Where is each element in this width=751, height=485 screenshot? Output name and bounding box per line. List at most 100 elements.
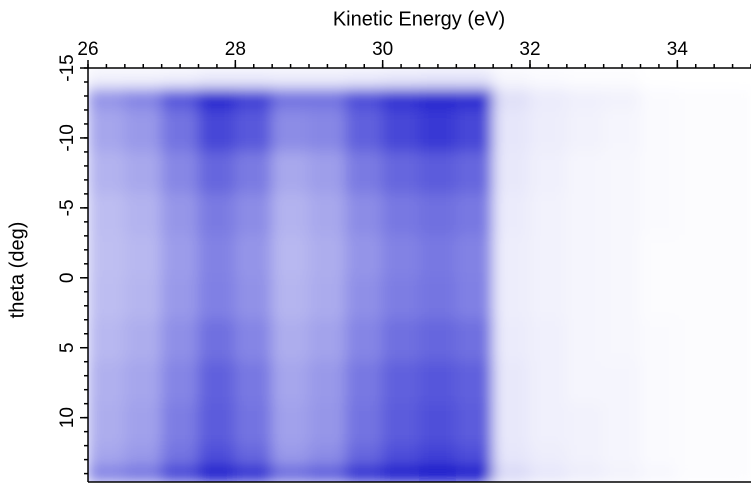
heat-cell [198, 68, 236, 90]
heat-cell [271, 68, 310, 90]
heat-cell [676, 403, 715, 447]
heat-cell [382, 466, 420, 482]
heat-cell [308, 235, 347, 279]
heat-cell [88, 277, 126, 321]
heat-cell [88, 319, 126, 363]
heat-cell [308, 445, 347, 468]
heat-cell [198, 151, 236, 195]
heat-cell [161, 361, 199, 405]
heat-cell [676, 466, 715, 482]
heat-cell [676, 361, 715, 405]
heat-cell [88, 466, 126, 482]
heat-cell [271, 88, 310, 111]
heat-cell [124, 445, 163, 468]
heat-cell [88, 151, 126, 195]
heat-cell [492, 277, 531, 321]
heat-cell [529, 403, 568, 447]
heat-cell [566, 193, 605, 237]
heat-cell [382, 193, 420, 237]
heat-cell [529, 235, 568, 279]
heat-cell [198, 403, 236, 447]
heat-cell [676, 88, 715, 111]
heat-cell [88, 445, 126, 468]
heat-cell [640, 193, 678, 237]
heat-cell [529, 151, 568, 195]
axes [80, 60, 751, 483]
heat-cell [161, 88, 199, 111]
heat-cell [566, 319, 605, 363]
heat-cell [640, 445, 678, 468]
heat-cell [529, 277, 568, 321]
heat-cell [492, 319, 531, 363]
heat-cell [492, 361, 531, 405]
heat-cell [603, 151, 641, 195]
heat-cell [713, 403, 751, 447]
heat-cell [161, 109, 199, 153]
heat-cell [382, 151, 420, 195]
heat-cell [676, 68, 715, 90]
heat-cell [308, 319, 347, 363]
heat-cell [455, 88, 494, 111]
heat-cell [271, 235, 310, 279]
heat-cell [640, 361, 678, 405]
heat-cell [603, 68, 641, 90]
heat-cell [161, 235, 199, 279]
heat-cell [455, 361, 494, 405]
heat-cell [308, 109, 347, 153]
heat-cell [713, 319, 751, 363]
heat-cell [161, 193, 199, 237]
heat-cell [529, 68, 568, 90]
heat-cell [308, 193, 347, 237]
heat-cell [271, 445, 310, 468]
heat-cell [345, 151, 384, 195]
heat-cell [345, 445, 384, 468]
heat-cell [161, 68, 199, 90]
heat-cell [198, 445, 236, 468]
heat-cell [88, 235, 126, 279]
heat-cell [713, 277, 751, 321]
x-tick-label: 26 [77, 39, 98, 60]
heat-cell [382, 235, 420, 279]
heat-cell [419, 319, 457, 363]
heat-cell [419, 466, 457, 482]
heat-cell [234, 88, 273, 111]
heat-cell [271, 319, 310, 363]
heat-cell [566, 151, 605, 195]
heat-cell [345, 88, 384, 111]
heat-cell [234, 151, 273, 195]
heat-cell [603, 277, 641, 321]
heat-cell [198, 235, 236, 279]
heat-cell [345, 193, 384, 237]
heat-cell [419, 193, 457, 237]
heat-cell [345, 361, 384, 405]
heat-cell [640, 466, 678, 482]
heat-cell [419, 151, 457, 195]
heat-cell [308, 68, 347, 90]
heat-cell [161, 445, 199, 468]
heat-cell [640, 403, 678, 447]
heat-cell [382, 109, 420, 153]
heat-cell [713, 466, 751, 482]
heat-cell [492, 403, 531, 447]
heat-cell [676, 193, 715, 237]
heat-cell [566, 361, 605, 405]
heat-cell [234, 466, 273, 482]
heat-cell [271, 109, 310, 153]
heat-cell [455, 445, 494, 468]
heat-cell [492, 466, 531, 482]
heat-cell [676, 109, 715, 153]
heatmap-cells [88, 68, 751, 482]
heat-cell [161, 277, 199, 321]
heat-cell [198, 319, 236, 363]
heat-cell [492, 445, 531, 468]
heat-cell [382, 403, 420, 447]
heat-cell [419, 88, 457, 111]
heat-cell [345, 466, 384, 482]
heat-cell [640, 277, 678, 321]
heat-cell [713, 151, 751, 195]
x-tick-label: 34 [667, 39, 689, 60]
heat-cell [234, 319, 273, 363]
heat-cell [271, 193, 310, 237]
heat-cell [345, 109, 384, 153]
heat-cell [382, 68, 420, 90]
